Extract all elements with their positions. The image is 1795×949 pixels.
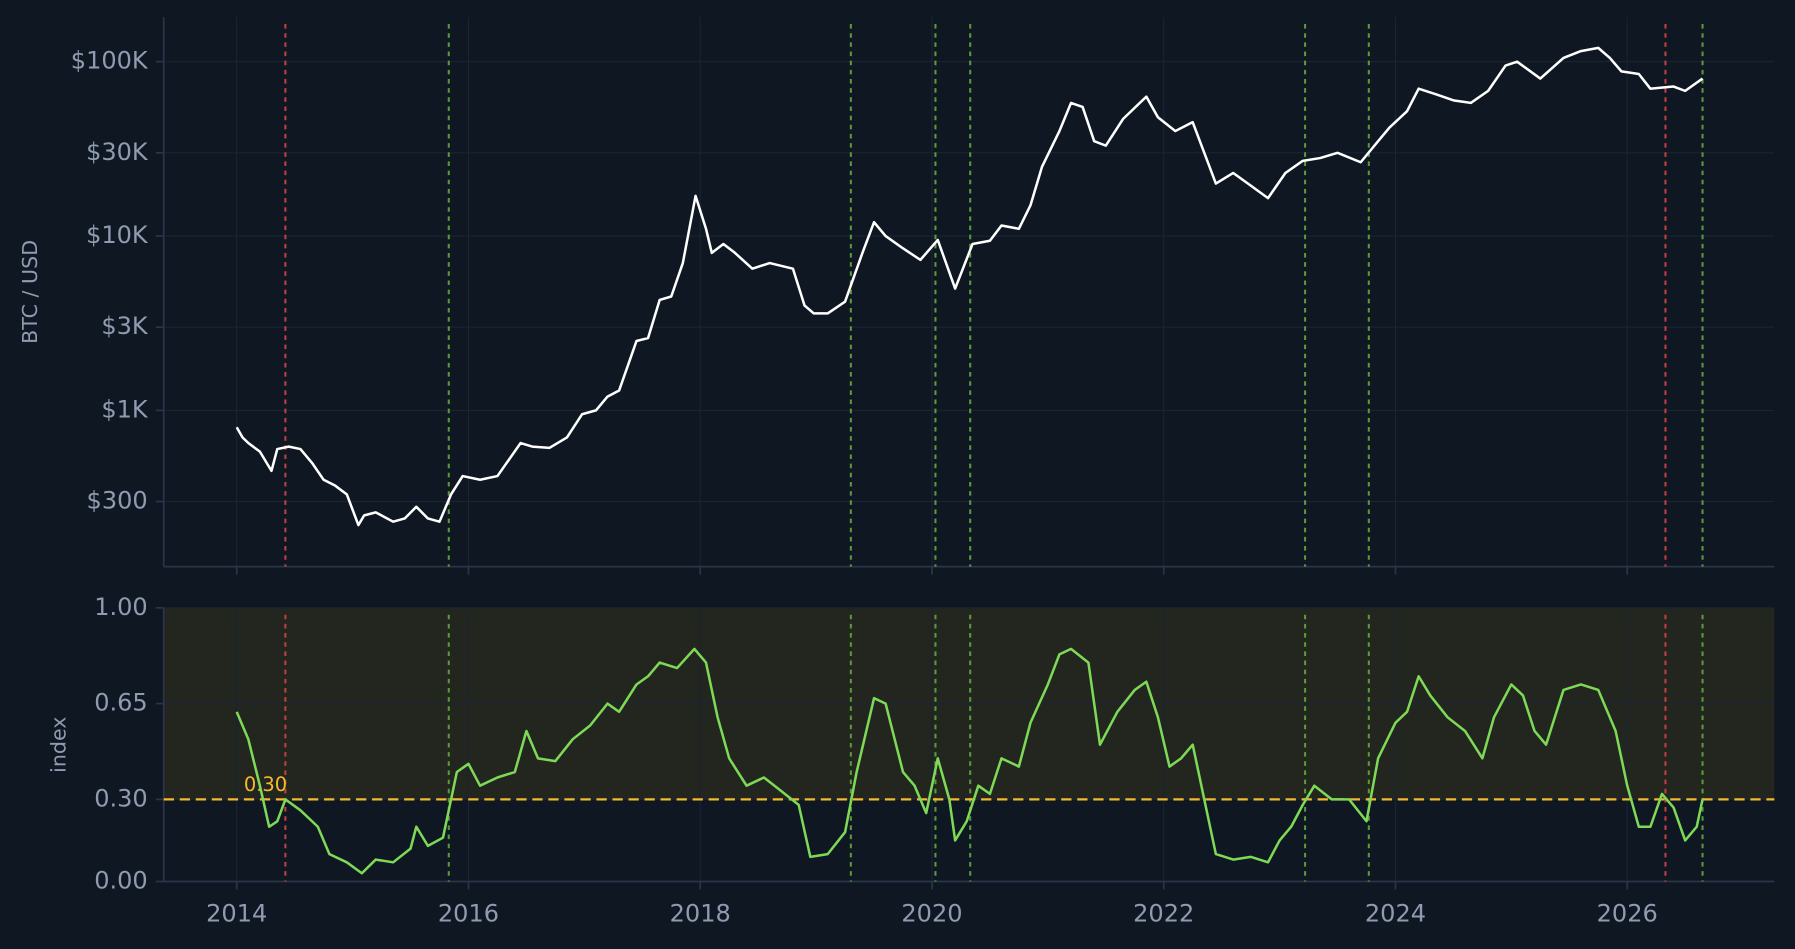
y-tick-label: 1.00 <box>94 593 147 621</box>
x-tick-label: 2026 <box>1597 900 1658 928</box>
y-tick-label: $30K <box>86 138 149 166</box>
x-tick-label: 2018 <box>670 900 731 928</box>
y-tick-label: $3K <box>101 312 149 340</box>
x-tick-label: 2020 <box>901 900 962 928</box>
y-tick-label: 0.30 <box>94 784 147 812</box>
y-axis-label: index <box>47 716 71 772</box>
y-tick-label: $100K <box>71 47 149 75</box>
x-tick-label: 2024 <box>1365 900 1426 928</box>
x-tick-label: 2022 <box>1133 900 1194 928</box>
y-tick-label: $10K <box>86 221 149 249</box>
series-line <box>235 46 1704 527</box>
x-tick-label: 2016 <box>438 900 499 928</box>
y-tick-label: $1K <box>101 395 149 423</box>
y-tick-label: $300 <box>87 487 148 515</box>
y-tick-label: 0.00 <box>94 866 147 894</box>
series-line <box>235 647 1704 875</box>
y-tick-label: 0.65 <box>94 689 147 717</box>
threshold-label: 0.30 <box>244 773 287 796</box>
y-axis-label: BTC / USD <box>18 240 42 344</box>
x-tick-label: 2014 <box>206 900 267 928</box>
